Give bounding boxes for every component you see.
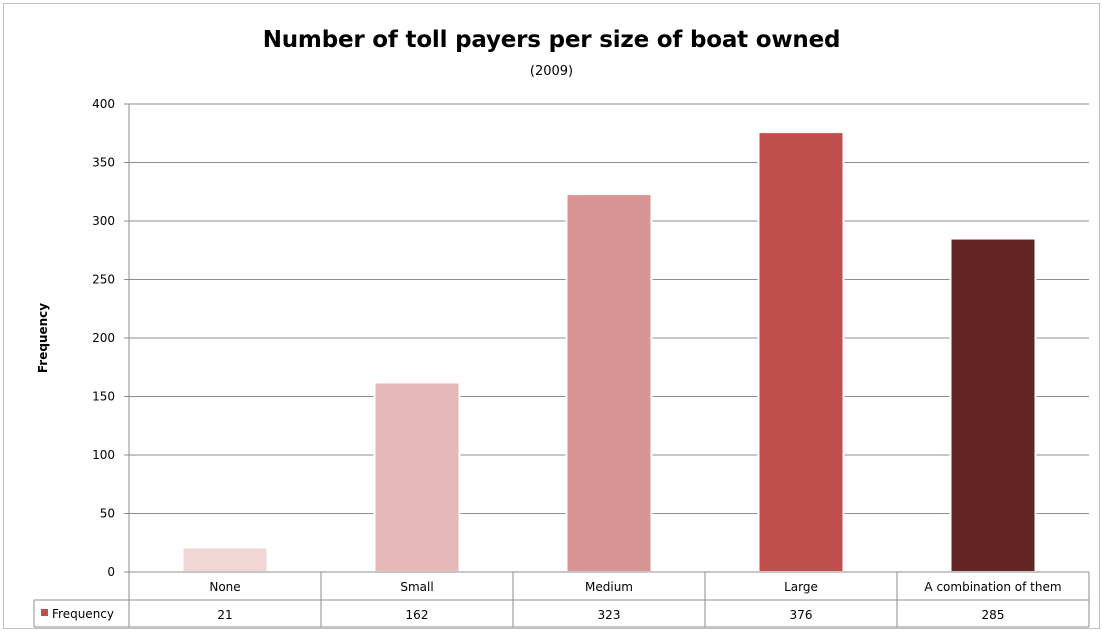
bar	[949, 237, 1037, 574]
x-tick-label: Small	[400, 580, 433, 594]
x-tick-label: None	[209, 580, 240, 594]
x-tick-label: A combination of them	[924, 580, 1061, 594]
y-tick-label: 400	[92, 97, 115, 111]
y-tick-label: 350	[92, 156, 115, 170]
y-tick-label: 300	[92, 214, 115, 228]
x-tick-label: Medium	[585, 580, 633, 594]
y-tick-label: 250	[92, 273, 115, 287]
chart-frame	[3, 3, 1100, 629]
legend-label: Frequency	[52, 607, 114, 621]
y-tick-label: 150	[92, 390, 115, 404]
chart-title: Number of toll payers per size of boat o…	[262, 27, 841, 53]
data-label: 323	[598, 608, 621, 622]
bar	[757, 131, 845, 574]
y-tick-label: 50	[100, 507, 115, 521]
x-tick-label: Large	[784, 580, 818, 594]
data-label: 376	[790, 608, 813, 622]
y-tick-label: 100	[92, 448, 115, 462]
chart-subtitle: (2009)	[529, 64, 574, 79]
bar	[565, 193, 653, 573]
bar	[181, 546, 269, 573]
data-label: 21	[217, 608, 232, 622]
y-tick-label: 0	[107, 565, 115, 579]
legend-key	[41, 609, 48, 616]
bar	[373, 381, 461, 573]
data-label: 285	[982, 608, 1005, 622]
y-tick-label: 200	[92, 331, 115, 345]
data-label: 162	[406, 608, 429, 622]
